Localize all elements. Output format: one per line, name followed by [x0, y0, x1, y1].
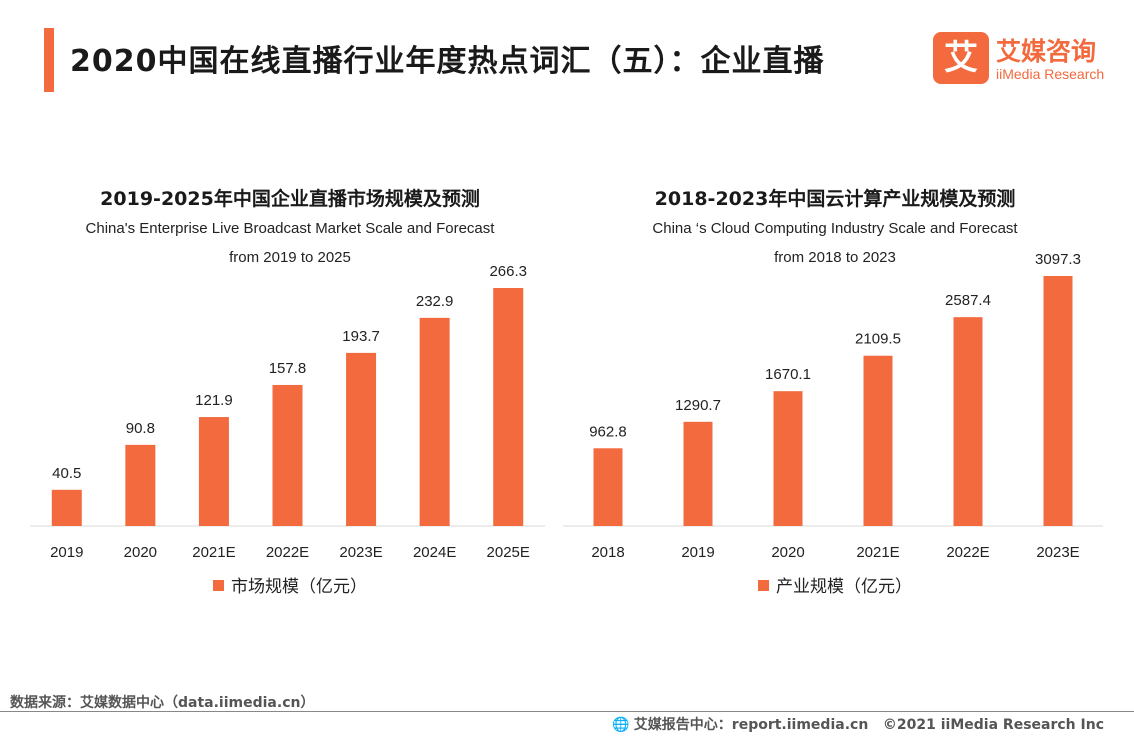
report-center-link[interactable]: 艾媒报告中心：report.iimedia.cn	[633, 717, 869, 733]
chart-subtitle-line2: from 2019 to 2025	[229, 249, 351, 266]
x-tick-label: 2019	[681, 544, 714, 561]
legend-label: 市场规模（亿元）	[231, 577, 367, 597]
x-tick-label: 2022E	[266, 544, 309, 561]
footer-credits: 🌐 艾媒报告中心：report.iimedia.cn ©2021 iiMedia …	[612, 714, 1104, 734]
legend-swatch	[213, 580, 224, 591]
chart-title: 2018-2023年中国云计算产业规模及预测	[654, 188, 1016, 210]
bar-2023E	[1043, 276, 1073, 526]
enterprise-live-bar-plot: 40.5 2019 90.8 2020 121.9 2021E 157.8 2022E 193.…	[30, 263, 545, 561]
data-source-note: 数据来源：艾媒数据中心（data.iimedia.cn）	[10, 695, 315, 711]
x-tick-label: 2020	[771, 544, 804, 561]
data-label: 40.5	[52, 465, 81, 482]
bar-2018	[593, 448, 623, 526]
bar-2019	[51, 489, 82, 526]
legend-swatch	[758, 580, 769, 591]
bar-2023E	[346, 352, 377, 526]
data-label: 157.8	[269, 360, 307, 377]
x-tick-label: 2021E	[192, 544, 235, 561]
logo-cn-text: 艾媒咨询	[996, 37, 1097, 66]
x-tick-label: 2021E	[856, 544, 899, 561]
bar-2019	[683, 421, 713, 526]
bar-2021E	[863, 355, 893, 526]
x-tick-label: 2018	[591, 544, 624, 561]
cloud-computing-bar-plot: 962.8 2018 1290.7 2019 1670.1 2020 2109.5 2021E…	[563, 251, 1103, 561]
chart-legend: 市场规模（亿元）	[10, 572, 570, 597]
logo-en-text: iiMedia Research	[996, 66, 1105, 82]
bar-2022E	[272, 384, 303, 526]
x-tick-label: 2023E	[1036, 544, 1079, 561]
bar-2022E	[953, 317, 983, 526]
chart-subtitle-line2: from 2018 to 2023	[774, 249, 896, 266]
data-label: 266.3	[489, 263, 527, 280]
chart-title: 2019-2025年中国企业直播市场规模及预测	[100, 188, 480, 210]
data-label: 232.9	[416, 293, 454, 310]
data-label: 962.8	[589, 423, 627, 440]
enterprise-live-chart: 2019-2025年中国企业直播市场规模及预测 China's Enterpri…	[10, 180, 570, 610]
copyright-text: ©2021 iiMedia Research Inc	[882, 717, 1104, 733]
x-tick-label: 2023E	[339, 544, 382, 561]
data-label: 2587.4	[945, 292, 991, 309]
legend-label: 产业规模（亿元）	[776, 577, 912, 597]
footer-divider	[0, 711, 1134, 712]
chart-subtitle-line1: China ‘s Cloud Computing Industry Scale …	[652, 220, 1018, 237]
iimedia-logo-mark: 艾	[933, 32, 989, 84]
bar-2021E	[198, 417, 229, 526]
chart-legend: 产业规模（亿元）	[555, 572, 1115, 597]
x-tick-label: 2022E	[946, 544, 989, 561]
bar-2020	[773, 391, 803, 526]
data-label: 90.8	[126, 420, 155, 437]
data-label: 1670.1	[765, 366, 811, 383]
logo-glyph: 艾	[944, 38, 978, 78]
bar-2025E	[493, 288, 524, 526]
data-label: 1290.7	[675, 397, 721, 414]
globe-icon: 🌐	[612, 717, 630, 733]
cloud-computing-chart: 2018-2023年中国云计算产业规模及预测 China ‘s Cloud Co…	[555, 180, 1115, 610]
bar-2024E	[419, 317, 450, 526]
bar-2020	[125, 444, 156, 526]
data-label: 121.9	[195, 392, 233, 409]
page-title: 2020中国在线直播行业年度热点词汇（五）：企业直播	[70, 44, 825, 79]
x-tick-label: 2025E	[487, 544, 530, 561]
x-tick-label: 2024E	[413, 544, 456, 561]
data-label: 2109.5	[855, 331, 901, 348]
data-label: 3097.3	[1035, 251, 1081, 268]
x-tick-label: 2020	[124, 544, 157, 561]
data-label: 193.7	[342, 328, 380, 345]
x-tick-label: 2019	[50, 544, 83, 561]
chart-subtitle-line1: China's Enterprise Live Broadcast Market…	[85, 220, 495, 237]
title-accent-bar	[44, 28, 54, 92]
